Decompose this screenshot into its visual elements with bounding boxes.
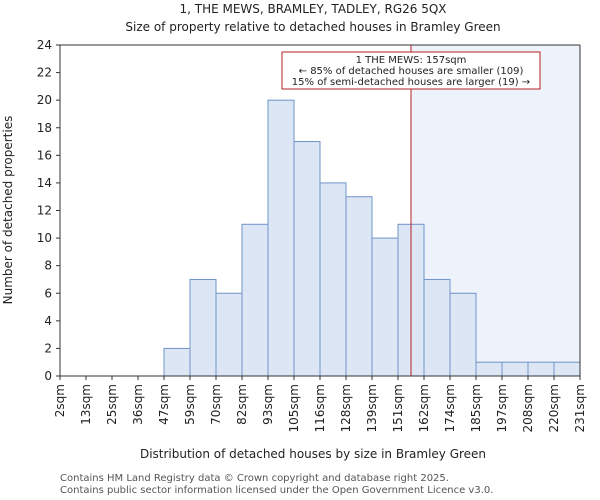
x-tick-label: 70sqm bbox=[209, 384, 223, 425]
bar-93sqm bbox=[267, 99, 295, 377]
x-tick-label: 231sqm bbox=[573, 384, 587, 432]
x-axis-label: Distribution of detached houses by size … bbox=[140, 447, 486, 461]
bar-162sqm bbox=[423, 278, 451, 377]
x-tick-label: 36sqm bbox=[131, 384, 145, 425]
x-tick-label: 208sqm bbox=[521, 384, 535, 432]
y-tick-label: 8 bbox=[44, 259, 52, 273]
y-tick-label: 22 bbox=[37, 66, 52, 80]
bar-70sqm bbox=[215, 292, 243, 377]
y-tick-label: 12 bbox=[37, 204, 52, 218]
x-tick-label: 13sqm bbox=[79, 384, 93, 425]
x-tick-label: 25sqm bbox=[105, 384, 119, 425]
bar-208sqm bbox=[527, 361, 555, 377]
marker-annotation-line-3: 15% of semi-detached houses are larger (… bbox=[292, 77, 530, 88]
bar-59sqm bbox=[189, 278, 217, 377]
y-tick-label: 20 bbox=[37, 93, 52, 107]
bar-139sqm bbox=[371, 237, 399, 377]
x-tick-label: 185sqm bbox=[469, 384, 483, 432]
y-tick-label: 14 bbox=[37, 176, 52, 190]
x-axis: 2sqm 13sqm 25sqm 36sqm 47sqm 59sqm 70sqm 82sqm 9… bbox=[53, 44, 587, 432]
y-tick-label: 24 bbox=[37, 38, 52, 52]
marker-annotation-line-1: 1 THE MEWS: 157sqm bbox=[356, 55, 467, 66]
x-tick-label: 139sqm bbox=[365, 384, 379, 432]
bar-220sqm bbox=[553, 361, 581, 377]
bar-174sqm bbox=[449, 292, 477, 377]
y-tick-label: 10 bbox=[37, 231, 52, 245]
y-tick-label: 0 bbox=[44, 369, 52, 383]
x-tick-label: 151sqm bbox=[391, 384, 405, 432]
bars-group bbox=[163, 99, 581, 377]
footer-line-2: Contains public sector information licen… bbox=[60, 485, 494, 496]
x-tick-label: 162sqm bbox=[417, 384, 431, 432]
y-tick-label: 16 bbox=[37, 148, 52, 162]
marker-annotation-box bbox=[281, 51, 541, 90]
x-tick-label: 82sqm bbox=[235, 384, 249, 425]
y-tick-label: 6 bbox=[44, 286, 52, 300]
y-tick-label: 4 bbox=[44, 314, 52, 328]
x-tick-label: 220sqm bbox=[547, 384, 561, 432]
x-tick-label: 197sqm bbox=[495, 384, 509, 432]
bar-47sqm bbox=[163, 347, 191, 377]
y-tick-label: 18 bbox=[37, 121, 52, 135]
chart-title: 1, THE MEWS, BRAMLEY, TADLEY, RG26 5QX bbox=[179, 2, 446, 16]
x-tick-label: 2sqm bbox=[53, 384, 67, 417]
bar-116sqm bbox=[319, 182, 347, 377]
x-tick-label: 116sqm bbox=[313, 384, 327, 432]
x-tick-label: 105sqm bbox=[287, 384, 301, 432]
bar-82sqm bbox=[241, 223, 269, 377]
chart-subtitle: Size of property relative to detached ho… bbox=[125, 20, 500, 34]
property-marker: 1 THE MEWS: 157sqm← 85% of detached hous… bbox=[281, 45, 541, 376]
x-tick-label: 47sqm bbox=[157, 384, 171, 425]
marker-annotation-line-2: ← 85% of detached houses are smaller (10… bbox=[299, 66, 524, 77]
x-tick-label: 128sqm bbox=[339, 384, 353, 432]
y-axis-label: Number of detached properties bbox=[1, 116, 15, 305]
x-tick-label: 59sqm bbox=[183, 384, 197, 425]
x-tick-label: 93sqm bbox=[261, 384, 275, 425]
bar-105sqm bbox=[293, 141, 321, 377]
y-tick-label: 2 bbox=[44, 341, 52, 355]
bar-185sqm bbox=[475, 361, 503, 377]
footer-line-1: Contains HM Land Registry data © Crown c… bbox=[60, 473, 449, 484]
bar-128sqm bbox=[345, 196, 373, 377]
bar-197sqm bbox=[501, 361, 529, 377]
x-tick-label: 174sqm bbox=[443, 384, 457, 432]
